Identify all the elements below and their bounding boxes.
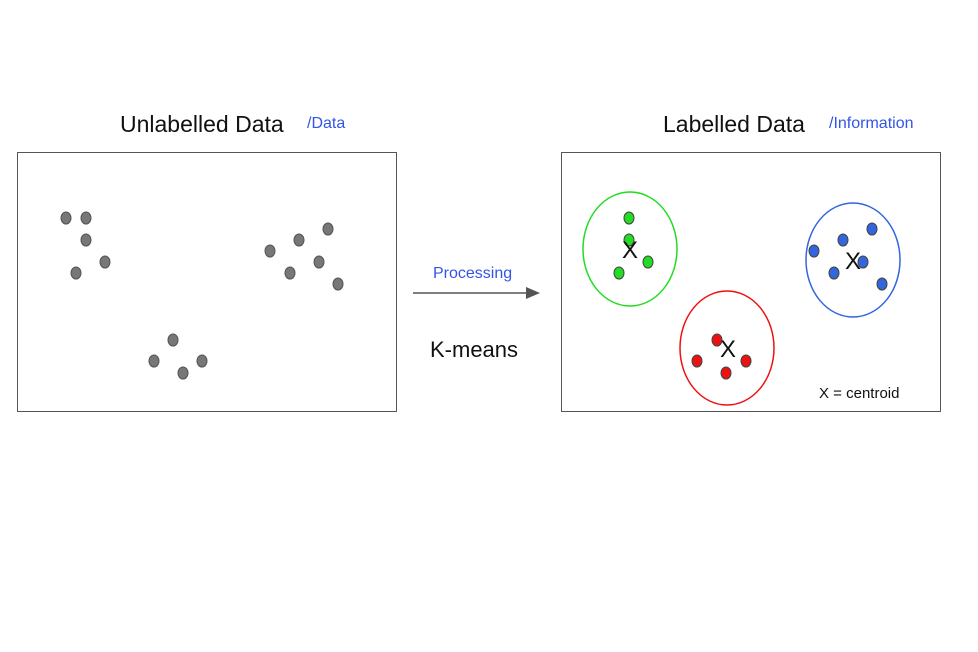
data-point: [148, 354, 160, 368]
data-point: [99, 255, 111, 269]
data-point: [80, 233, 92, 247]
data-point: [691, 354, 703, 368]
data-point: [313, 255, 325, 269]
centroid-marker: X: [622, 237, 638, 264]
blue-cluster: X: [805, 202, 901, 318]
k-means-label: K-means: [430, 337, 519, 362]
red-cluster: X: [679, 290, 775, 406]
centroid-legend: X = centroid: [819, 385, 900, 402]
data-point: [711, 333, 723, 347]
data-point: [642, 255, 654, 269]
data-point: [167, 333, 179, 347]
data-point: [196, 354, 208, 368]
data-point: [80, 211, 92, 225]
data-point: [876, 277, 888, 291]
cluster-boundary: [805, 202, 901, 318]
data-tag: /Data: [307, 115, 346, 132]
information-tag: /Information: [829, 115, 914, 132]
data-point: [613, 266, 625, 280]
data-point: [70, 266, 82, 280]
data-point: [623, 211, 635, 225]
data-point: [332, 277, 344, 291]
data-point: [828, 266, 840, 280]
centroid-marker: X: [720, 336, 736, 363]
data-point: [808, 244, 820, 258]
data-point: [284, 266, 296, 280]
data-point: [837, 233, 849, 247]
data-point: [720, 366, 732, 380]
data-point: [60, 211, 72, 225]
data-point: [623, 233, 635, 247]
processing-arrow-head: [526, 287, 540, 299]
unlabelled-points: [60, 211, 344, 380]
centroid-marker: X: [845, 248, 861, 275]
cluster-boundary: [582, 191, 678, 307]
processing-label: Processing: [433, 265, 513, 282]
labelled-title: Labelled Data: [663, 111, 805, 137]
data-point: [857, 255, 869, 269]
data-point: [177, 366, 189, 380]
data-point: [264, 244, 276, 258]
data-point: [740, 354, 752, 368]
data-point: [866, 222, 878, 236]
data-point: [322, 222, 334, 236]
cluster-boundary: [679, 290, 775, 406]
data-point: [293, 233, 305, 247]
green-cluster: X: [582, 191, 678, 307]
unlabelled-title: Unlabelled Data: [120, 111, 284, 137]
